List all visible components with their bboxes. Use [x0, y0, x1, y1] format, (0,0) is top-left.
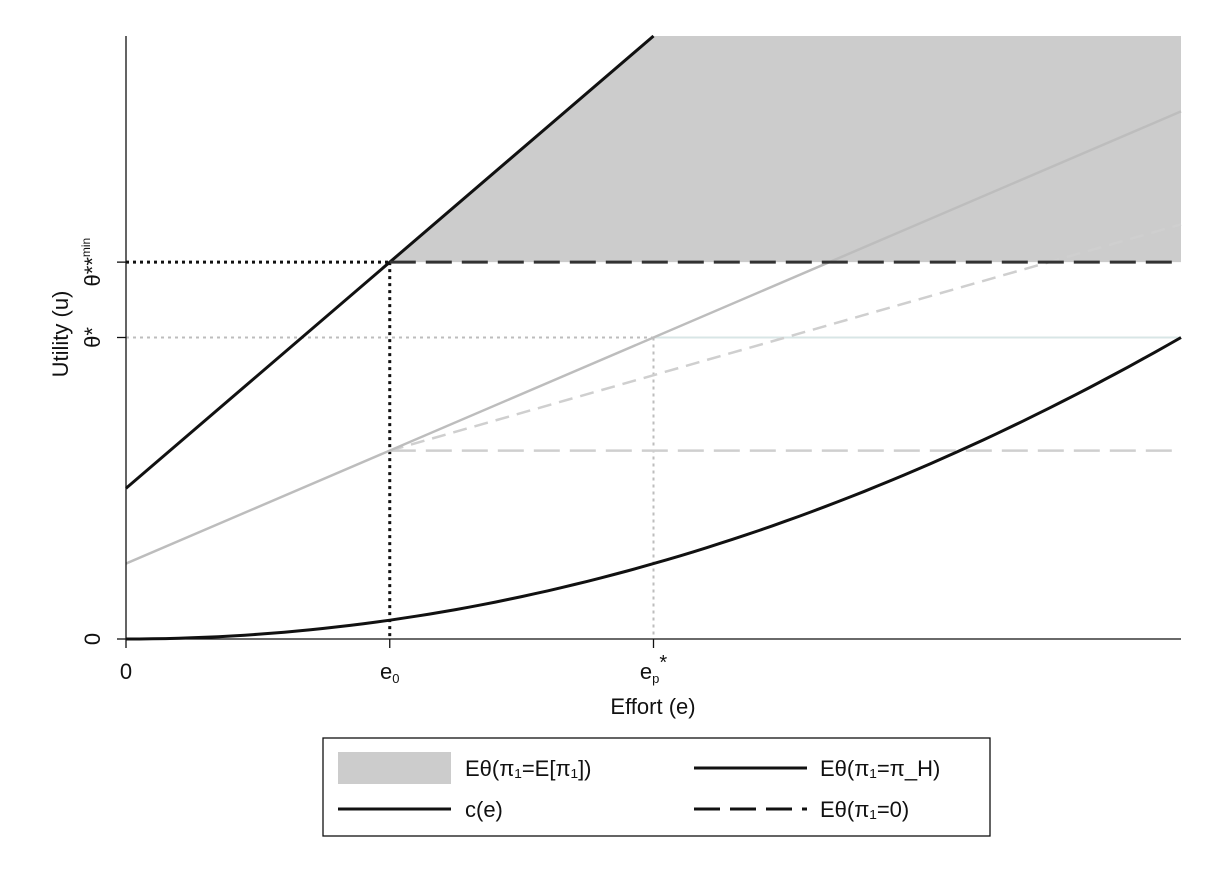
legend: Eθ(π₁=E[π₁]) Eθ(π₁=π_H) c(e) Eθ(π₁=0): [322, 737, 991, 837]
series-high: [125, 34, 655, 490]
shaded-region: [389, 36, 1181, 263]
area-layer: [389, 36, 1181, 263]
x-tick-label-1: e0: [380, 659, 399, 686]
legend-swatch-area: [338, 752, 451, 784]
y-axis-label: Utility (u): [48, 291, 73, 378]
guide-lines: [126, 260, 1181, 639]
y-tick-label-1: θ*: [80, 327, 105, 348]
x-tick-label-0: 0: [120, 659, 132, 684]
series-cost: [126, 336, 1182, 641]
legend-label-2: c(e): [465, 797, 503, 822]
legend-label-3: Eθ(π₁=0): [820, 797, 909, 822]
legend-label-0: Eθ(π₁=E[π₁]): [465, 756, 592, 781]
series-lines: [125, 34, 1182, 641]
axes: 0 e0 ep* 0 θ* θ**min: [79, 36, 1181, 686]
y-tick-label-0: 0: [80, 633, 105, 645]
series-mid: [125, 110, 1182, 565]
legend-label-1: Eθ(π₁=π_H): [820, 756, 940, 781]
x-axis-label: Effort (e): [610, 694, 695, 719]
x-tick-label-2: ep*: [640, 652, 667, 686]
y-tick-label-2: θ**min: [79, 238, 105, 287]
